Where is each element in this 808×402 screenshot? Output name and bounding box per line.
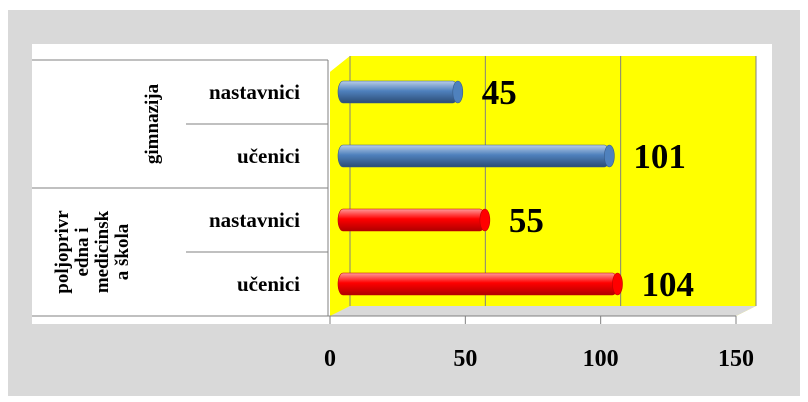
category-label: nastavnici [209, 80, 300, 104]
bar [337, 144, 610, 168]
group-label-line: a škola [112, 223, 133, 280]
x-tick-label: 50 [453, 346, 477, 372]
data-label: 101 [633, 137, 686, 176]
x-tick-label: 150 [718, 346, 754, 372]
data-label: 104 [641, 265, 694, 304]
group-label: gimnazija [142, 83, 163, 164]
plot-back-wall [330, 56, 756, 316]
category-label: učenici [237, 272, 300, 296]
category-label: učenici [237, 144, 300, 168]
bar-cap [452, 80, 464, 104]
data-label: 45 [482, 73, 517, 112]
bar-cap [604, 144, 615, 168]
plot-side-wall [330, 56, 350, 316]
x-tick-label: 100 [583, 346, 619, 372]
group-label-line: gimnazija [142, 83, 163, 164]
bar-cap [479, 208, 491, 232]
group-label-line: poljoprivr [52, 210, 73, 294]
group-label-line: medicinsk [92, 210, 113, 293]
group-label: poljoprivredna imedicinska škola [52, 210, 133, 294]
category-label: nastavnici [209, 208, 300, 232]
x-tick-label: 0 [324, 346, 336, 372]
group-label-line: edna i [72, 227, 93, 276]
bar [337, 272, 618, 296]
bar [337, 80, 459, 104]
data-label: 55 [509, 201, 544, 240]
bar-cap [612, 272, 623, 296]
bar [337, 208, 486, 232]
plot-floor [330, 306, 756, 316]
